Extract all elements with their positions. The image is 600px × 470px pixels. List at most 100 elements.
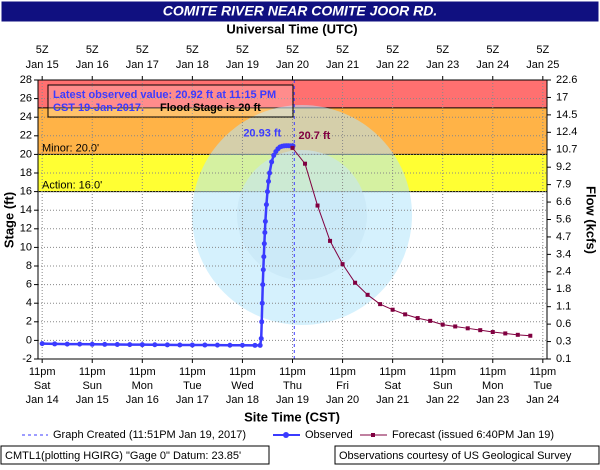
observed-point [267, 170, 273, 176]
observed-point [152, 342, 158, 348]
latest-box [47, 84, 294, 118]
forecast-point [328, 238, 333, 243]
x-tick-label: 11pm [229, 366, 256, 378]
y-tick-label: 26 [20, 93, 32, 105]
y2-tick-label: 1.8 [556, 283, 571, 295]
x2-tick-label: Jan 17 [126, 59, 159, 71]
legend-forecast-marker [371, 433, 375, 437]
y-tick-label: 18 [20, 167, 32, 179]
x-tick-label: Thu [283, 380, 302, 392]
forecast-point [365, 292, 370, 297]
observed-point [139, 342, 145, 348]
x-tick-label: 11pm [79, 366, 106, 378]
x2-tick-label: 5Z [386, 44, 399, 56]
observed-point [214, 342, 220, 348]
observed-point [260, 267, 266, 273]
x2-tick-label: Jan 19 [226, 59, 259, 71]
x2-tick-label: 5Z [136, 44, 149, 56]
x-tick-label: 11pm [279, 366, 306, 378]
x2-tick-label: 5Z [486, 44, 499, 56]
forecast-point [303, 161, 308, 166]
y-tick-label: 2 [26, 316, 32, 328]
y2-tick-label: 2.4 [556, 266, 571, 278]
peak-label: 20.93 ft [243, 128, 281, 140]
forecast-point [340, 262, 345, 267]
observed-point [262, 230, 268, 236]
x2-tick-label: Jan 15 [26, 59, 59, 71]
x2-axis-title: Universal Time (UTC) [226, 21, 357, 36]
x2-tick-label: 5Z [536, 44, 549, 56]
y2-tick-label: 7.9 [556, 179, 571, 191]
forecast-point [403, 312, 408, 317]
observed-point [264, 189, 270, 195]
forecast-point [440, 322, 445, 327]
x-tick-label: Jan 20 [326, 394, 359, 406]
y2-tick-label: 0.6 [556, 318, 571, 330]
flood-label: Action: 16.0' [42, 180, 102, 192]
flood-label: Minor: 20.0' [42, 142, 99, 154]
observed-point [261, 241, 267, 247]
y2-tick-label: 6.6 [556, 196, 571, 208]
forecast-point [465, 326, 470, 331]
y2-tick-label: 0.1 [556, 353, 571, 365]
legend-label: Observed [305, 429, 353, 441]
forecast-point [415, 316, 420, 321]
forecast-point [515, 332, 520, 337]
observed-point [189, 342, 195, 348]
observed-point [52, 341, 58, 347]
y2-tick-label: 22.6 [556, 74, 577, 86]
y2-tick-label: 5.6 [556, 213, 571, 225]
y-axis-title: Stage (ft) [1, 192, 16, 248]
y-tick-label: 28 [20, 74, 32, 86]
x-tick-label: 11pm [29, 366, 56, 378]
forecast-point [478, 328, 483, 333]
x-tick-label: Jan 18 [226, 394, 259, 406]
x-tick-label: Jan 21 [376, 394, 409, 406]
y2-tick-label: 1.1 [556, 301, 571, 313]
x-tick-label: Jan 14 [26, 394, 59, 406]
legend-label: Graph Created (11:51PM Jan 19, 2017) [53, 429, 246, 441]
title-bar [0, 0, 600, 23]
x-tick-label: Sun [82, 380, 102, 392]
x2-tick-label: 5Z [186, 44, 199, 56]
x-tick-label: Wed [231, 380, 253, 392]
x2-tick-label: Jan 25 [526, 59, 559, 71]
y2-tick-label: 9.2 [556, 161, 571, 173]
observed-point [77, 341, 83, 347]
y-tick-label: 14 [20, 204, 32, 216]
x-tick-label: Sat [384, 380, 401, 392]
x-tick-label: 11pm [479, 366, 506, 378]
latest-text: CST 19-Jan-2017. [53, 102, 144, 114]
observed-point [263, 202, 269, 208]
x2-tick-label: 5Z [36, 44, 49, 56]
x-tick-label: Jan 17 [176, 394, 209, 406]
forecast-point [290, 145, 295, 150]
observed-point [262, 218, 268, 224]
x-tick-label: Jan 22 [426, 394, 459, 406]
observed-point [64, 341, 70, 347]
x2-tick-label: 5Z [336, 44, 349, 56]
observed-point [259, 300, 265, 306]
x2-tick-label: Jan 21 [326, 59, 359, 71]
x2-tick-label: Jan 16 [76, 59, 109, 71]
x2-tick-label: 5Z [236, 44, 249, 56]
chart-title: COMITE RIVER NEAR COMITE JOOR RD. [163, 3, 438, 19]
observed-point [89, 341, 95, 347]
y2-tick-label: 10.7 [556, 144, 577, 156]
observed-point [227, 342, 233, 348]
x-tick-label: 11pm [329, 366, 356, 378]
x2-tick-label: Jan 18 [176, 59, 209, 71]
x-tick-label: 11pm [529, 366, 556, 378]
x-tick-label: Sat [34, 380, 51, 392]
y2-tick-label: 3.4 [556, 248, 571, 260]
latest-text: Latest observed value: 20.92 ft at 11:15… [53, 89, 276, 101]
observed-point [39, 341, 45, 347]
x-tick-label: 11pm [179, 366, 206, 378]
y2-tick-label: 4.7 [556, 231, 571, 243]
x-tick-label: Jan 23 [476, 394, 509, 406]
x-tick-label: Jan 15 [76, 394, 109, 406]
observed-point [258, 336, 264, 342]
x-tick-label: Jan 16 [126, 394, 159, 406]
x-tick-label: 11pm [379, 366, 406, 378]
footer-right: Observations courtesy of US Geological S… [339, 450, 572, 462]
